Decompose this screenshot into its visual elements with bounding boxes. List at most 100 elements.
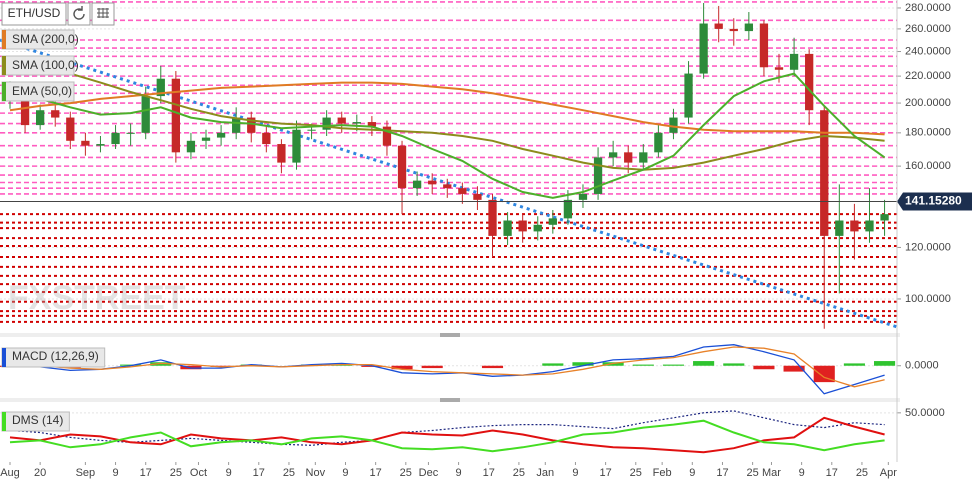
x-tick-label: Sep bbox=[76, 467, 96, 479]
candle-body bbox=[337, 117, 346, 124]
candle-body bbox=[533, 224, 542, 232]
histogram-bar bbox=[572, 362, 594, 366]
candle-body bbox=[503, 220, 512, 236]
legend-swatch bbox=[2, 56, 6, 75]
histogram-bar bbox=[753, 365, 775, 370]
legend: SMA (200,0) SMA (100,0) EMA (50,0) MACD (12… bbox=[1, 29, 106, 432]
x-tick-label: 9 bbox=[226, 467, 232, 479]
symbol: ETH/USD bbox=[8, 6, 61, 20]
overlay-line bbox=[9, 72, 886, 199]
candle-body bbox=[865, 220, 874, 232]
candle-body bbox=[96, 144, 105, 146]
x-tick-label: 25 bbox=[400, 467, 412, 479]
candle-body bbox=[397, 145, 407, 189]
candle-body bbox=[624, 152, 633, 163]
histogram-bar bbox=[813, 365, 835, 383]
y-tick-label: 280.0000 bbox=[905, 2, 951, 14]
x-tick-label: 17 bbox=[826, 467, 838, 479]
candle-body bbox=[51, 110, 60, 118]
histogram-bar bbox=[421, 365, 443, 369]
legend-label: EMA (50,0) bbox=[12, 84, 72, 98]
indicator-line bbox=[9, 419, 885, 453]
candle-body bbox=[232, 117, 241, 133]
candle-body bbox=[774, 67, 784, 70]
candle-body bbox=[81, 140, 90, 146]
candle-body bbox=[593, 157, 603, 194]
panel-title-swatch bbox=[2, 412, 6, 431]
candle-body bbox=[443, 184, 452, 189]
y-tick-label: 240.0000 bbox=[905, 45, 951, 57]
candle-body bbox=[412, 180, 422, 189]
trendline bbox=[0, 38, 898, 329]
legend-label: SMA (100,0) bbox=[12, 58, 79, 72]
candle-body bbox=[247, 117, 256, 133]
y-tick-label: 160.0000 bbox=[905, 160, 951, 172]
toolbar: ETH/USD bbox=[1, 2, 115, 26]
x-tick-label: 17 bbox=[253, 467, 265, 479]
candle-body bbox=[639, 152, 648, 163]
candle-body bbox=[789, 53, 799, 70]
indicator-line bbox=[9, 344, 885, 395]
panel-title: DMS (14) bbox=[12, 413, 63, 427]
histogram-bar bbox=[874, 361, 896, 366]
watermark: FXSTREET bbox=[8, 279, 186, 317]
x-tick-label: Aug bbox=[0, 467, 20, 479]
x-tick-label: 25 bbox=[630, 467, 642, 479]
x-tick-label: 17 bbox=[140, 467, 152, 479]
indicator-line bbox=[9, 416, 885, 454]
histogram-bar bbox=[481, 365, 504, 369]
candle-body bbox=[518, 220, 527, 232]
separator-grip[interactable] bbox=[440, 333, 460, 337]
x-tick-label: 25 bbox=[283, 467, 295, 479]
candle-body bbox=[186, 140, 196, 153]
indicator-line bbox=[9, 346, 885, 388]
x-tick-label: Dec bbox=[419, 467, 439, 479]
candle-body bbox=[563, 199, 573, 219]
y-tick-label: 50.0000 bbox=[905, 407, 945, 419]
x-tick-label: 25 bbox=[513, 467, 525, 479]
x-tick-label: 17 bbox=[599, 467, 611, 479]
candle-body bbox=[578, 193, 588, 200]
candle-body bbox=[699, 23, 708, 74]
histogram-bar bbox=[783, 365, 805, 372]
x-tick-label: 9 bbox=[689, 467, 695, 479]
last-price-label: 141.15280 bbox=[905, 194, 962, 208]
candle-body bbox=[669, 117, 678, 133]
candle-body bbox=[488, 199, 497, 236]
x-tick-label: 9 bbox=[456, 467, 462, 479]
candle-body bbox=[171, 78, 181, 153]
candle-body bbox=[216, 132, 226, 138]
overlay-line bbox=[9, 81, 885, 136]
x-tick-label: 25 bbox=[170, 467, 182, 479]
histogram-bar bbox=[843, 363, 865, 366]
x-tick-label: 17 bbox=[716, 467, 728, 479]
candle-body bbox=[880, 214, 889, 221]
candle-body bbox=[292, 129, 301, 163]
x-tick-label: Mar bbox=[762, 467, 781, 479]
candle-body bbox=[201, 137, 211, 141]
settings-icon bbox=[97, 8, 109, 18]
candle-body bbox=[744, 23, 753, 32]
candle-body bbox=[759, 23, 769, 68]
x-tick-label: 9 bbox=[112, 467, 118, 479]
candle-body bbox=[684, 73, 693, 118]
candle-body bbox=[322, 117, 331, 130]
candle-body bbox=[277, 144, 286, 163]
refresh-button[interactable] bbox=[67, 2, 91, 26]
candle-body bbox=[352, 122, 361, 124]
candle-body bbox=[382, 126, 392, 146]
y-tick-label: 0.0000 bbox=[905, 360, 939, 372]
candle-body bbox=[111, 132, 120, 145]
candle-body bbox=[548, 218, 557, 225]
y-tick-label: 100.0000 bbox=[905, 293, 951, 305]
separator-grip[interactable] bbox=[440, 398, 460, 402]
y-tick-label: 120.0000 bbox=[905, 241, 951, 253]
candle-body bbox=[156, 78, 165, 97]
symbol-box[interactable] bbox=[1, 2, 67, 26]
candle-body bbox=[820, 110, 829, 236]
x-tick-label: Feb bbox=[653, 467, 672, 479]
legend-label: SMA (200,0) bbox=[12, 32, 79, 46]
x-tick-label: 9 bbox=[572, 467, 578, 479]
candle-body bbox=[805, 53, 814, 111]
